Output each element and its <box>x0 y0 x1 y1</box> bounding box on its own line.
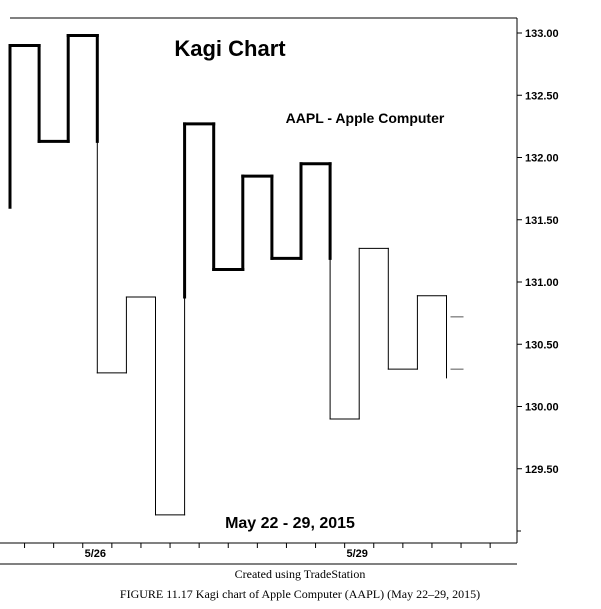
y-tick-label: 131.50 <box>525 215 559 227</box>
price-markers <box>450 316 464 370</box>
y-tick-label: 132.00 <box>525 153 559 165</box>
y-axis: 133.00 132.50 132.00 131.50 131.00 130.50 130.… <box>517 28 559 532</box>
credit-caption: Created using TradeStation <box>235 567 366 581</box>
x-tick-label: 5/29 <box>346 548 367 560</box>
symbol-label: AAPL - Apple Computer <box>286 110 445 126</box>
x-tick-label: 5/26 <box>85 548 106 560</box>
date-range-label: May 22 - 29, 2015 <box>225 515 355 532</box>
y-tick-label: 130.50 <box>525 339 559 351</box>
y-tick-label: 132.50 <box>525 90 559 102</box>
x-axis: 5/26 5/29 <box>24 543 491 560</box>
chart-frame <box>0 17 518 565</box>
y-tick-label: 131.00 <box>525 277 559 289</box>
y-tick-label: 130.00 <box>525 402 559 414</box>
y-tick-label: 133.00 <box>525 28 559 40</box>
chart-title: Kagi Chart <box>174 36 286 61</box>
y-tick-label: 129.50 <box>525 464 559 476</box>
kagi-lines <box>8 33 447 516</box>
figure-caption: FIGURE 11.17 Kagi chart of Apple Compute… <box>120 587 480 601</box>
